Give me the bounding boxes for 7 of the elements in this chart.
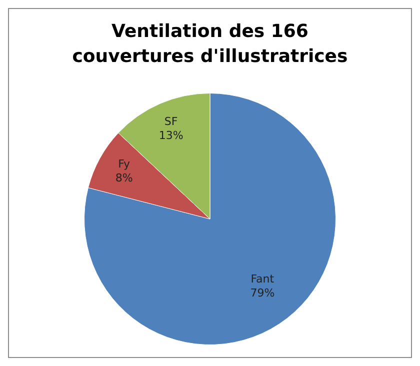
slice-label: SF [164, 114, 178, 128]
data-label: 8% [115, 172, 133, 185]
slice-label: Fy [118, 158, 130, 171]
data-label: 79% [250, 286, 275, 300]
data-label: 13% [158, 128, 184, 142]
slice-label: Fant [250, 272, 275, 286]
chart-title: Ventilation des 166 couvertures d'illustratrices [71, 20, 349, 69]
